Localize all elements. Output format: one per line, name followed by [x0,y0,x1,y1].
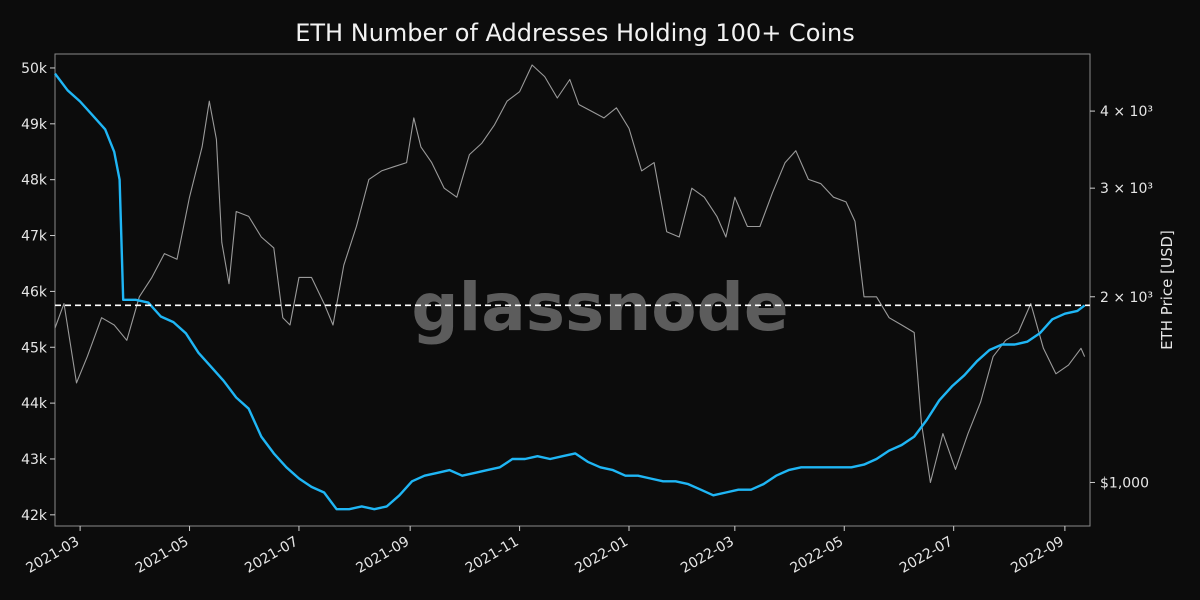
right-axis-tick-label: 3 × 10³ [1100,181,1153,197]
right-axis-tick-label: 2 × 10³ [1100,290,1153,306]
right-axis-tick-label: $1,000 [1100,475,1149,491]
series-layer [54,64,1090,511]
left-axis-tick-label: 46k [21,284,48,300]
eth-price-line [54,64,1086,484]
right-axis-label: ETH Price [USD] [1158,230,1176,350]
left-axis-tick-label: 50k [21,61,48,77]
plot-frame [54,53,1091,527]
left-axis-tick-label: 48k [21,173,48,189]
left-axis-tick-label: 49k [21,117,48,133]
watermark-logo: glassnode [411,269,788,346]
left-axis-tick-label: 45k [21,340,48,356]
left-axis-tick-label: 44k [21,396,48,412]
left-axis-tick-label: 43k [21,452,48,468]
left-axis-tick-label: 42k [21,508,48,524]
chart-title: ETH Number of Addresses Holding 100+ Coi… [295,19,855,47]
addresses-100plus-line [54,72,1086,511]
left-axis-tick-label: 47k [21,229,48,245]
right-axis-tick-label: 4 × 10³ [1100,104,1153,120]
